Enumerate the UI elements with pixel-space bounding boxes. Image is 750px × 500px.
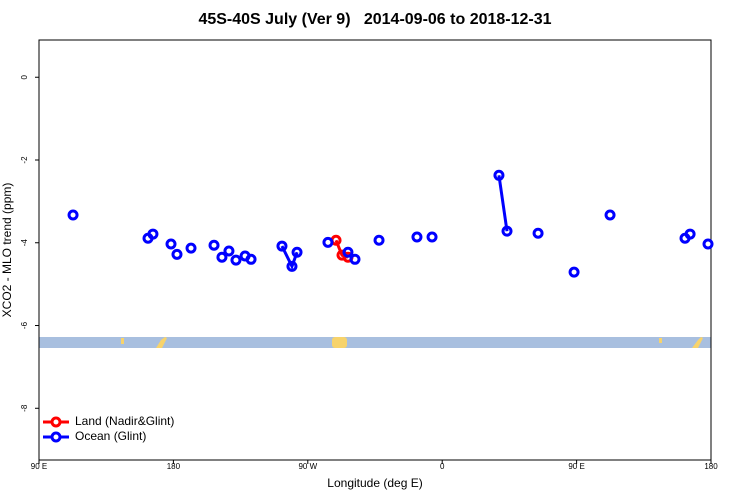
y-tick-label: -2 <box>20 156 29 164</box>
x-tick-label: 180 <box>167 462 181 471</box>
data-point <box>568 266 580 278</box>
series-line <box>497 175 509 232</box>
land-blob <box>332 337 347 348</box>
data-point <box>230 254 242 266</box>
data-point <box>223 245 235 257</box>
y-tick-label: -8 <box>20 404 29 412</box>
data-point <box>684 228 696 240</box>
legend-marker <box>50 416 62 428</box>
y-tick-label: -4 <box>20 239 29 247</box>
data-point <box>322 236 334 248</box>
data-point <box>373 234 385 246</box>
data-point <box>286 260 298 272</box>
data-point <box>411 231 423 243</box>
data-point <box>208 239 220 251</box>
data-point <box>702 238 714 250</box>
data-point <box>532 227 544 239</box>
land-blob <box>156 337 167 348</box>
data-point <box>426 231 438 243</box>
x-tick-label: 90 E <box>568 462 584 471</box>
legend-label: Land (Nadir&Glint) <box>75 414 174 428</box>
x-tick-label: 90 E <box>31 462 47 471</box>
data-point <box>501 225 513 237</box>
ocean-strip <box>39 337 711 348</box>
data-point <box>67 209 79 221</box>
y-tick-label: -6 <box>20 321 29 329</box>
x-axis-label: Longitude (deg E) <box>327 476 422 490</box>
data-point <box>276 240 288 252</box>
data-point <box>171 248 183 260</box>
land-blob <box>659 338 662 343</box>
legend-label: Ocean (Glint) <box>75 429 146 443</box>
legend-marker <box>50 431 62 443</box>
data-point <box>165 238 177 250</box>
land-blob <box>121 338 124 344</box>
data-point <box>216 251 228 263</box>
data-point <box>604 209 616 221</box>
x-tick-label: 90 W <box>298 462 317 471</box>
map-strip <box>39 337 711 348</box>
x-tick-label: 0 <box>440 462 445 471</box>
land-blob <box>692 337 703 348</box>
data-point <box>342 246 354 258</box>
plot-frame <box>38 39 712 461</box>
data-point <box>291 246 303 258</box>
x-tick-label: 180 <box>704 462 718 471</box>
y-axis-label: XCO2 - MLO trend (ppm) <box>0 183 14 318</box>
data-point <box>245 253 257 265</box>
data-point <box>185 242 197 254</box>
data-point <box>147 228 159 240</box>
chart-title: 45S-40S July (Ver 9) 2014-09-06 to 2018-… <box>198 11 551 28</box>
y-tick-label: 0 <box>20 74 29 79</box>
data-point <box>349 253 361 265</box>
data-point <box>493 169 505 181</box>
